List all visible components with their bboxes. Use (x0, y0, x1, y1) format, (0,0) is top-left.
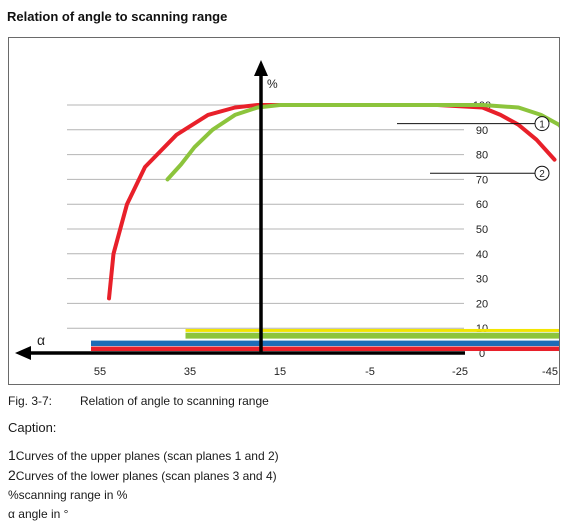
callout-label: 1 (539, 120, 545, 131)
y-tick-label: 40 (476, 249, 488, 261)
x-tick-label: 35 (184, 366, 196, 378)
callout-circle (534, 116, 550, 132)
blue-band (91, 340, 559, 347)
caption-symbol: 1 (8, 447, 16, 463)
caption-text: scanning range in % (18, 488, 128, 502)
caption-item: α angle in ° (8, 505, 279, 524)
figure-caption: Fig. 3-7: Relation of angle to scanning r… (8, 394, 269, 408)
caption-symbol: % (8, 488, 19, 502)
y-tick-label: 30 (476, 274, 488, 286)
figure-number: Fig. 3-7: (8, 394, 53, 408)
x-tick-label: 55 (94, 366, 106, 378)
x-axis-label: α (37, 332, 45, 348)
caption-list: 1Curves of the upper planes (scan planes… (8, 446, 279, 524)
caption-text: Curves of the upper planes (scan planes … (15, 449, 279, 463)
x-tick-label: 15 (274, 366, 286, 378)
caption-item: 2Curves of the lower planes (scan planes… (8, 466, 279, 486)
y-tick-label: 0 (479, 348, 485, 360)
page-title: Relation of angle to scanning range (7, 9, 228, 24)
figure-text: Relation of angle to scanning range (80, 394, 269, 408)
caption-text: Curves of the lower planes (scan planes … (15, 469, 277, 483)
green-band (185, 332, 559, 339)
y-tick-label: 90 (476, 125, 488, 137)
yellow-band (185, 328, 559, 332)
x-tick-label: -45 (542, 366, 558, 378)
y-tick-label: 50 (476, 224, 488, 236)
caption-heading: Caption: (8, 420, 57, 435)
scanning-range-chart: 0102030405060708090100553515-5-25-45-65α… (15, 60, 559, 378)
y-tick-label: 60 (476, 199, 488, 211)
caption-symbol: 2 (8, 467, 16, 483)
y-axis-label: % (267, 77, 278, 91)
caption-item: %scanning range in % (8, 486, 279, 505)
caption-text: angle in ° (18, 507, 69, 521)
y-tick-label: 80 (476, 150, 488, 162)
y-tick-label: 20 (476, 298, 488, 310)
y-tick-label: 70 (476, 174, 488, 186)
green-curve-series (165, 103, 559, 182)
x-axis-arrow (15, 346, 31, 360)
x-tick-label: -5 (365, 366, 375, 378)
y-axis-arrow (254, 60, 268, 76)
red-band (91, 346, 559, 352)
callout-label: 2 (539, 169, 545, 180)
caption-symbol: α (8, 507, 15, 521)
callout-circle (534, 165, 550, 181)
x-tick-label: -25 (452, 366, 468, 378)
caption-item: 1Curves of the upper planes (scan planes… (8, 446, 279, 466)
chart-frame: 0102030405060708090100553515-5-25-45-65α… (8, 37, 560, 385)
